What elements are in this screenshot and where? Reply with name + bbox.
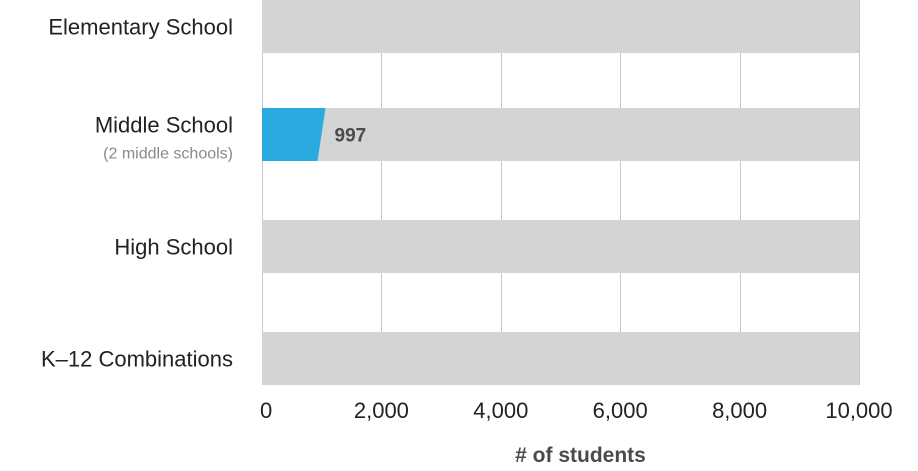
- x-axis-title: # of students: [515, 444, 646, 467]
- data-labels: 997: [335, 126, 367, 147]
- category-labels: Elementary School Middle School (2 middle …: [41, 15, 233, 372]
- category-label: K–12 Combinations: [41, 347, 233, 372]
- data-label: 997: [335, 126, 367, 147]
- bar: [262, 108, 326, 161]
- category-label: Elementary School: [48, 15, 233, 40]
- x-tick-label: 10,000: [825, 398, 892, 423]
- x-tick-labels: 0 2,000 4,000 6,000 8,000 10,000: [260, 398, 893, 423]
- bar-track: [262, 108, 859, 161]
- bar-track: [262, 220, 859, 273]
- x-tick-label: 4,000: [473, 398, 528, 423]
- bars: [262, 108, 326, 161]
- x-tick-label: 6,000: [593, 398, 648, 423]
- bar-tracks: [262, 0, 859, 385]
- category-label: Middle School: [95, 113, 233, 138]
- category-sublabel: (2 middle schools): [103, 146, 233, 163]
- x-tick-label: 2,000: [354, 398, 409, 423]
- bar-track: [262, 332, 859, 385]
- gridlines: [262, 0, 860, 385]
- x-tick-label: 0: [260, 398, 272, 423]
- bar-track: [262, 0, 859, 53]
- category-label: High School: [114, 235, 233, 260]
- x-tick-label: 8,000: [712, 398, 767, 423]
